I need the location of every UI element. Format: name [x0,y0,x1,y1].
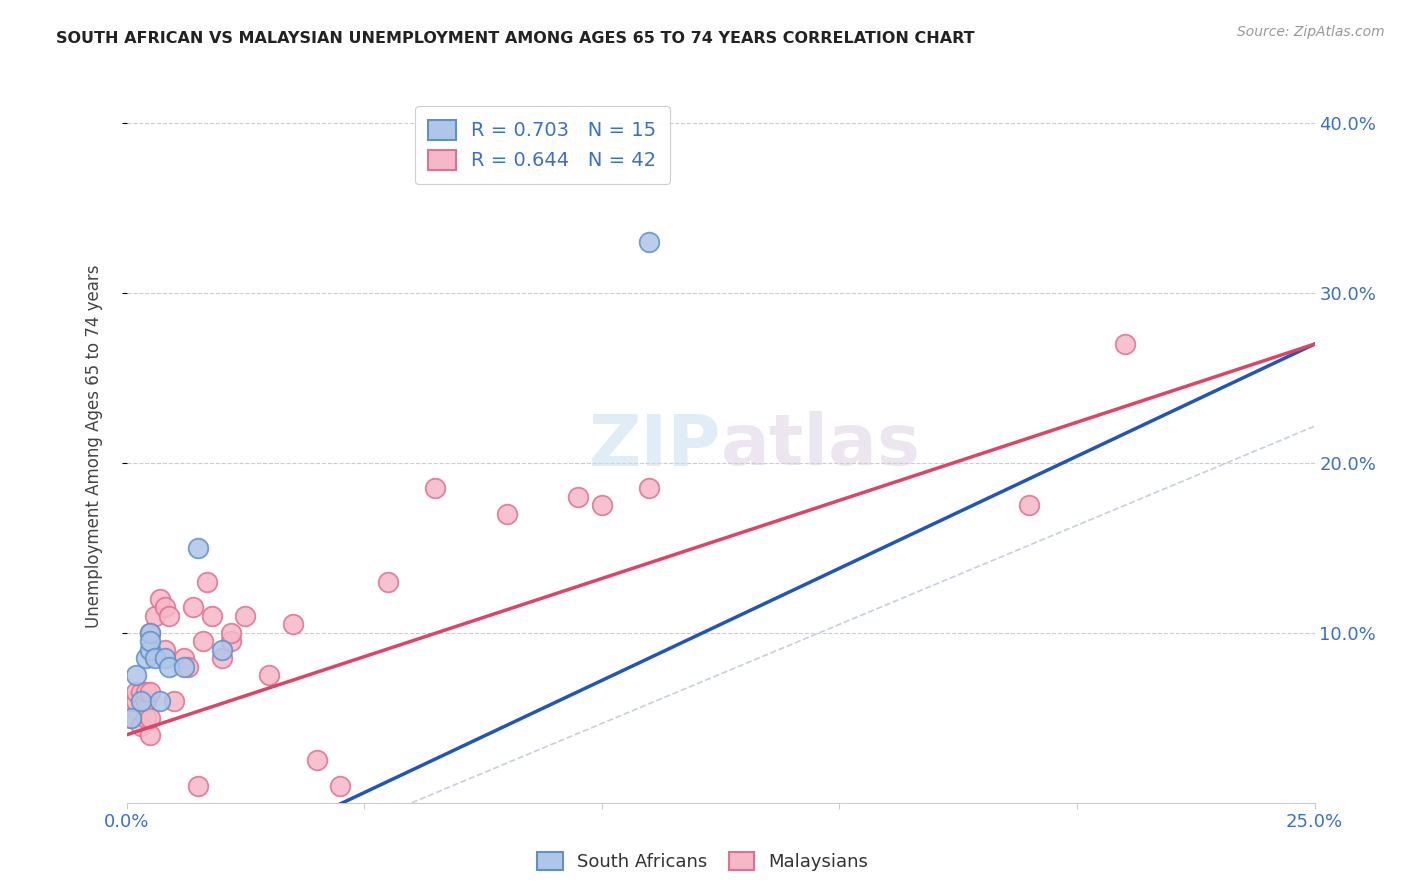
Point [201,608,224,623]
Point [129,685,152,699]
Point [163,694,186,708]
Point [211,643,233,657]
Point [233,608,256,623]
Point [257,668,280,682]
Point [187,541,209,555]
Text: atlas: atlas [720,411,921,481]
Text: SOUTH AFRICAN VS MALAYSIAN UNEMPLOYMENT AMONG AGES 65 TO 74 YEARS CORRELATION CH: SOUTH AFRICAN VS MALAYSIAN UNEMPLOYMENT … [56,31,974,46]
Point [135,685,157,699]
Point [173,660,195,674]
Point [135,651,157,665]
Point [139,643,162,657]
Point [219,634,242,648]
Point [135,694,157,708]
Point [157,608,180,623]
Point [120,694,142,708]
Point [591,499,613,513]
Point [143,608,166,623]
Point [1114,337,1136,351]
Point [143,651,166,665]
Point [149,591,172,606]
Point [329,779,352,793]
Point [139,728,162,742]
Legend: R = 0.703   N = 15, R = 0.644   N = 42: R = 0.703 N = 15, R = 0.644 N = 42 [415,106,669,184]
Point [120,711,142,725]
Point [153,643,176,657]
Legend: South Africans, Malaysians: South Africans, Malaysians [530,845,876,879]
Point [129,694,152,708]
Point [139,685,162,699]
Point [153,651,176,665]
Point [181,600,204,615]
Point [211,651,233,665]
Point [157,660,180,674]
Point [139,634,162,648]
Point [219,626,242,640]
Point [139,711,162,725]
Point [125,694,148,708]
Point [125,685,148,699]
Point [425,482,447,496]
Text: ZIP: ZIP [588,411,720,481]
Point [195,574,218,589]
Point [125,668,148,682]
Point [377,574,399,589]
Point [495,507,517,521]
Text: Source: ZipAtlas.com: Source: ZipAtlas.com [1237,25,1385,39]
Point [129,719,152,733]
Point [139,626,162,640]
Point [153,600,176,615]
Point [135,711,157,725]
Point [120,711,142,725]
Point [173,651,195,665]
Point [191,634,214,648]
Point [281,617,304,632]
Y-axis label: Unemployment Among Ages 65 to 74 years: Unemployment Among Ages 65 to 74 years [84,264,103,628]
Point [567,490,589,504]
Point [305,753,328,767]
Point [149,694,172,708]
Point [638,482,661,496]
Point [638,235,661,249]
Point [1018,499,1040,513]
Point [177,660,200,674]
Point [139,626,162,640]
Point [187,779,209,793]
